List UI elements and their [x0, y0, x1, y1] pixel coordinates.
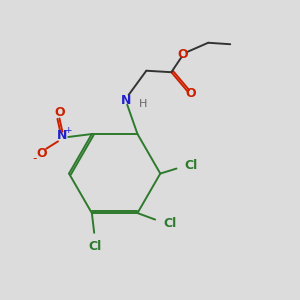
Text: -: - — [33, 152, 37, 165]
Text: O: O — [178, 48, 188, 61]
Text: Cl: Cl — [88, 241, 101, 254]
Text: O: O — [54, 106, 65, 119]
Text: Cl: Cl — [163, 217, 176, 230]
Text: O: O — [186, 87, 196, 100]
Text: H: H — [139, 99, 147, 109]
Text: N: N — [121, 94, 131, 107]
Text: O: O — [37, 147, 47, 160]
Text: Cl: Cl — [184, 159, 198, 172]
Text: +: + — [64, 126, 71, 135]
Text: N: N — [57, 129, 68, 142]
